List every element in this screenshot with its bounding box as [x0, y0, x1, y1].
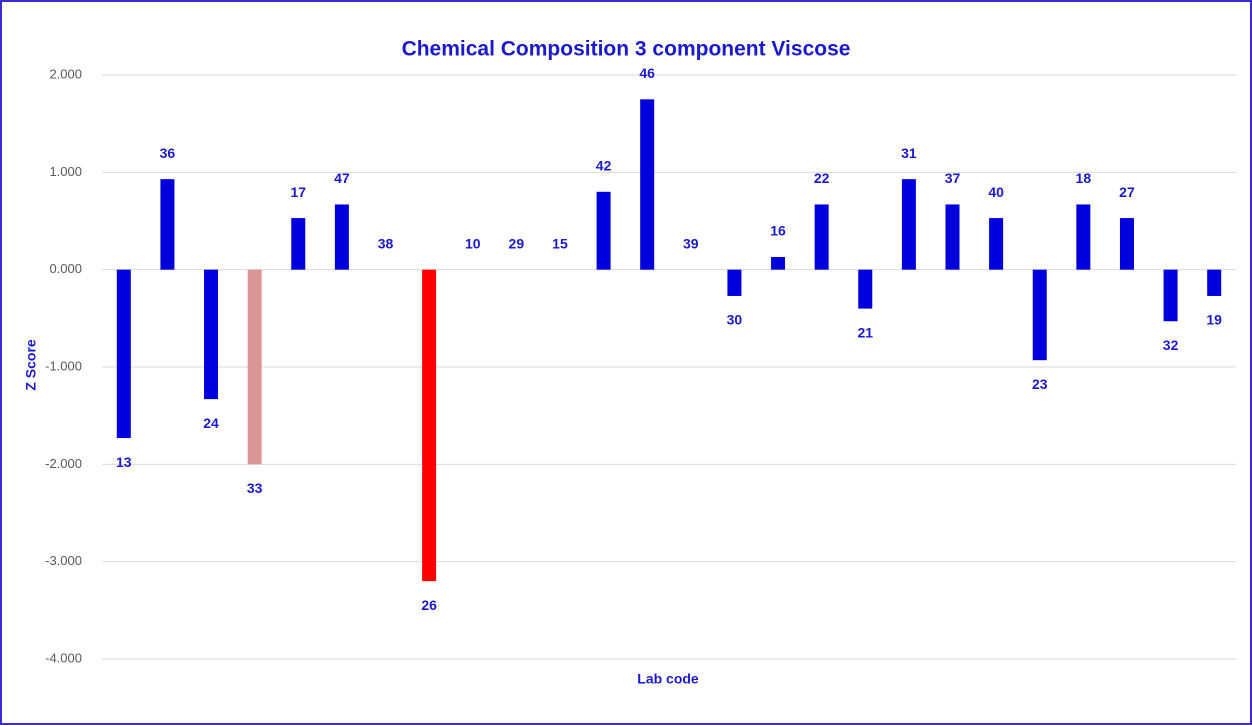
bar	[116, 269, 131, 439]
data-label: 31	[901, 145, 917, 161]
y-tick-label: 1.000	[49, 164, 82, 179]
bar	[640, 99, 655, 270]
y-tick-label: 0.000	[49, 261, 82, 276]
data-label: 39	[683, 235, 699, 251]
data-label: 29	[509, 235, 525, 251]
bar	[247, 269, 262, 465]
bar	[291, 218, 306, 270]
data-label: 16	[770, 223, 786, 239]
bar	[945, 204, 960, 270]
bar	[596, 191, 611, 270]
data-label: 46	[639, 65, 655, 81]
y-tick-label: -4.000	[45, 650, 82, 665]
bar	[160, 179, 175, 270]
data-label: 15	[552, 235, 568, 251]
bar	[334, 204, 349, 270]
data-label: 18	[1076, 170, 1092, 186]
data-label: 47	[334, 170, 350, 186]
data-label: 38	[378, 235, 394, 251]
data-label: 40	[988, 184, 1004, 200]
data-label: 13	[116, 454, 132, 470]
data-label: 17	[290, 184, 306, 200]
data-label: 30	[727, 312, 743, 328]
chart-title: Chemical Composition 3 component Viscose	[402, 38, 851, 61]
y-axis-title: Z Score	[23, 339, 39, 391]
data-label: 24	[203, 415, 219, 431]
data-label: 23	[1032, 376, 1048, 392]
bar	[1076, 204, 1091, 270]
bar	[989, 218, 1004, 270]
bar	[1163, 269, 1178, 322]
bar	[771, 257, 786, 270]
bar	[1119, 218, 1134, 270]
data-label: 36	[160, 145, 176, 161]
bar	[204, 269, 219, 400]
data-label: 27	[1119, 184, 1135, 200]
bar	[422, 269, 437, 582]
data-label: 21	[857, 324, 873, 340]
y-tick-label: -3.000	[45, 553, 82, 568]
data-label: 33	[247, 480, 263, 496]
data-label: 22	[814, 170, 830, 186]
data-label: 42	[596, 158, 612, 174]
y-tick-label: -2.000	[45, 456, 82, 471]
bar	[1207, 269, 1222, 296]
data-label: 26	[421, 597, 437, 613]
y-tick-label: -1.000	[45, 358, 82, 373]
x-axis-title: Lab code	[637, 671, 699, 687]
bar	[901, 179, 916, 270]
bar	[1032, 269, 1047, 361]
bar	[858, 269, 873, 309]
data-label: 10	[465, 235, 481, 251]
y-tick-label: 2.000	[49, 66, 82, 81]
bar	[727, 269, 742, 296]
bar	[814, 204, 829, 270]
data-label: 32	[1163, 337, 1179, 353]
data-label: 19	[1206, 312, 1222, 328]
data-label: 37	[945, 170, 961, 186]
